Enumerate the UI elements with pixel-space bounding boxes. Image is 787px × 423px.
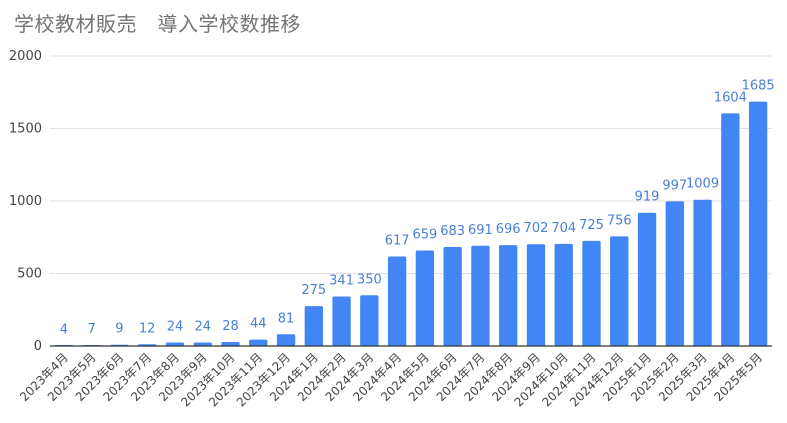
data-label: 44 xyxy=(250,317,267,332)
data-label: 659 xyxy=(412,227,437,242)
bar xyxy=(582,240,601,346)
data-label: 81 xyxy=(278,311,295,326)
data-label: 691 xyxy=(468,223,493,238)
bar xyxy=(610,236,629,346)
data-label: 341 xyxy=(329,274,354,289)
bar xyxy=(748,101,768,346)
bar xyxy=(221,341,240,346)
bar xyxy=(193,342,212,346)
data-label: 756 xyxy=(607,213,632,228)
data-label: 275 xyxy=(301,283,326,298)
bar xyxy=(332,296,351,346)
data-label: 12 xyxy=(139,321,156,336)
bar xyxy=(637,212,657,346)
data-label: 725 xyxy=(579,218,604,233)
x-axis-ticks: 2023年4月2023年5月2023年6月2023年7月2023年8月2023年… xyxy=(17,350,765,409)
data-label: 7 xyxy=(88,322,96,337)
bar xyxy=(415,250,435,346)
data-label: 1009 xyxy=(686,177,719,192)
data-label: 702 xyxy=(524,221,549,236)
bar xyxy=(360,295,379,346)
bar xyxy=(665,201,684,346)
data-label: 28 xyxy=(222,319,239,334)
data-label: 24 xyxy=(194,320,211,335)
data-label: 350 xyxy=(357,272,382,287)
gridlines xyxy=(50,55,772,274)
data-label: 919 xyxy=(635,190,660,205)
bar xyxy=(471,245,490,346)
bar xyxy=(721,113,740,346)
bar xyxy=(387,256,407,346)
bar xyxy=(554,243,573,346)
bar xyxy=(304,306,323,346)
bar xyxy=(165,342,185,346)
chart-title: 学校教材販売 導入学校数推移 xyxy=(14,12,301,36)
y-tick-label: 1000 xyxy=(9,194,42,209)
bar xyxy=(526,244,546,346)
data-label: 1604 xyxy=(714,90,747,105)
data-label: 9 xyxy=(115,322,123,337)
data-label: 683 xyxy=(440,224,465,239)
bar xyxy=(499,245,518,346)
y-axis-ticks: 0 500 1000 1500 2000 xyxy=(9,49,42,354)
y-tick-label: 2000 xyxy=(9,49,42,64)
y-tick-label: 1500 xyxy=(9,122,42,137)
data-label: 4 xyxy=(60,322,68,337)
data-label: 24 xyxy=(167,320,184,335)
data-label: 617 xyxy=(385,234,410,249)
data-label: 704 xyxy=(551,221,576,236)
bar xyxy=(249,339,268,346)
y-tick-label: 0 xyxy=(34,339,42,354)
data-label: 696 xyxy=(496,222,521,237)
bars xyxy=(54,101,768,346)
data-label: 997 xyxy=(662,178,687,193)
bar xyxy=(443,246,462,346)
data-label: 1685 xyxy=(742,79,775,94)
bar xyxy=(276,334,296,346)
y-tick-label: 500 xyxy=(17,267,42,282)
bar xyxy=(693,199,712,346)
